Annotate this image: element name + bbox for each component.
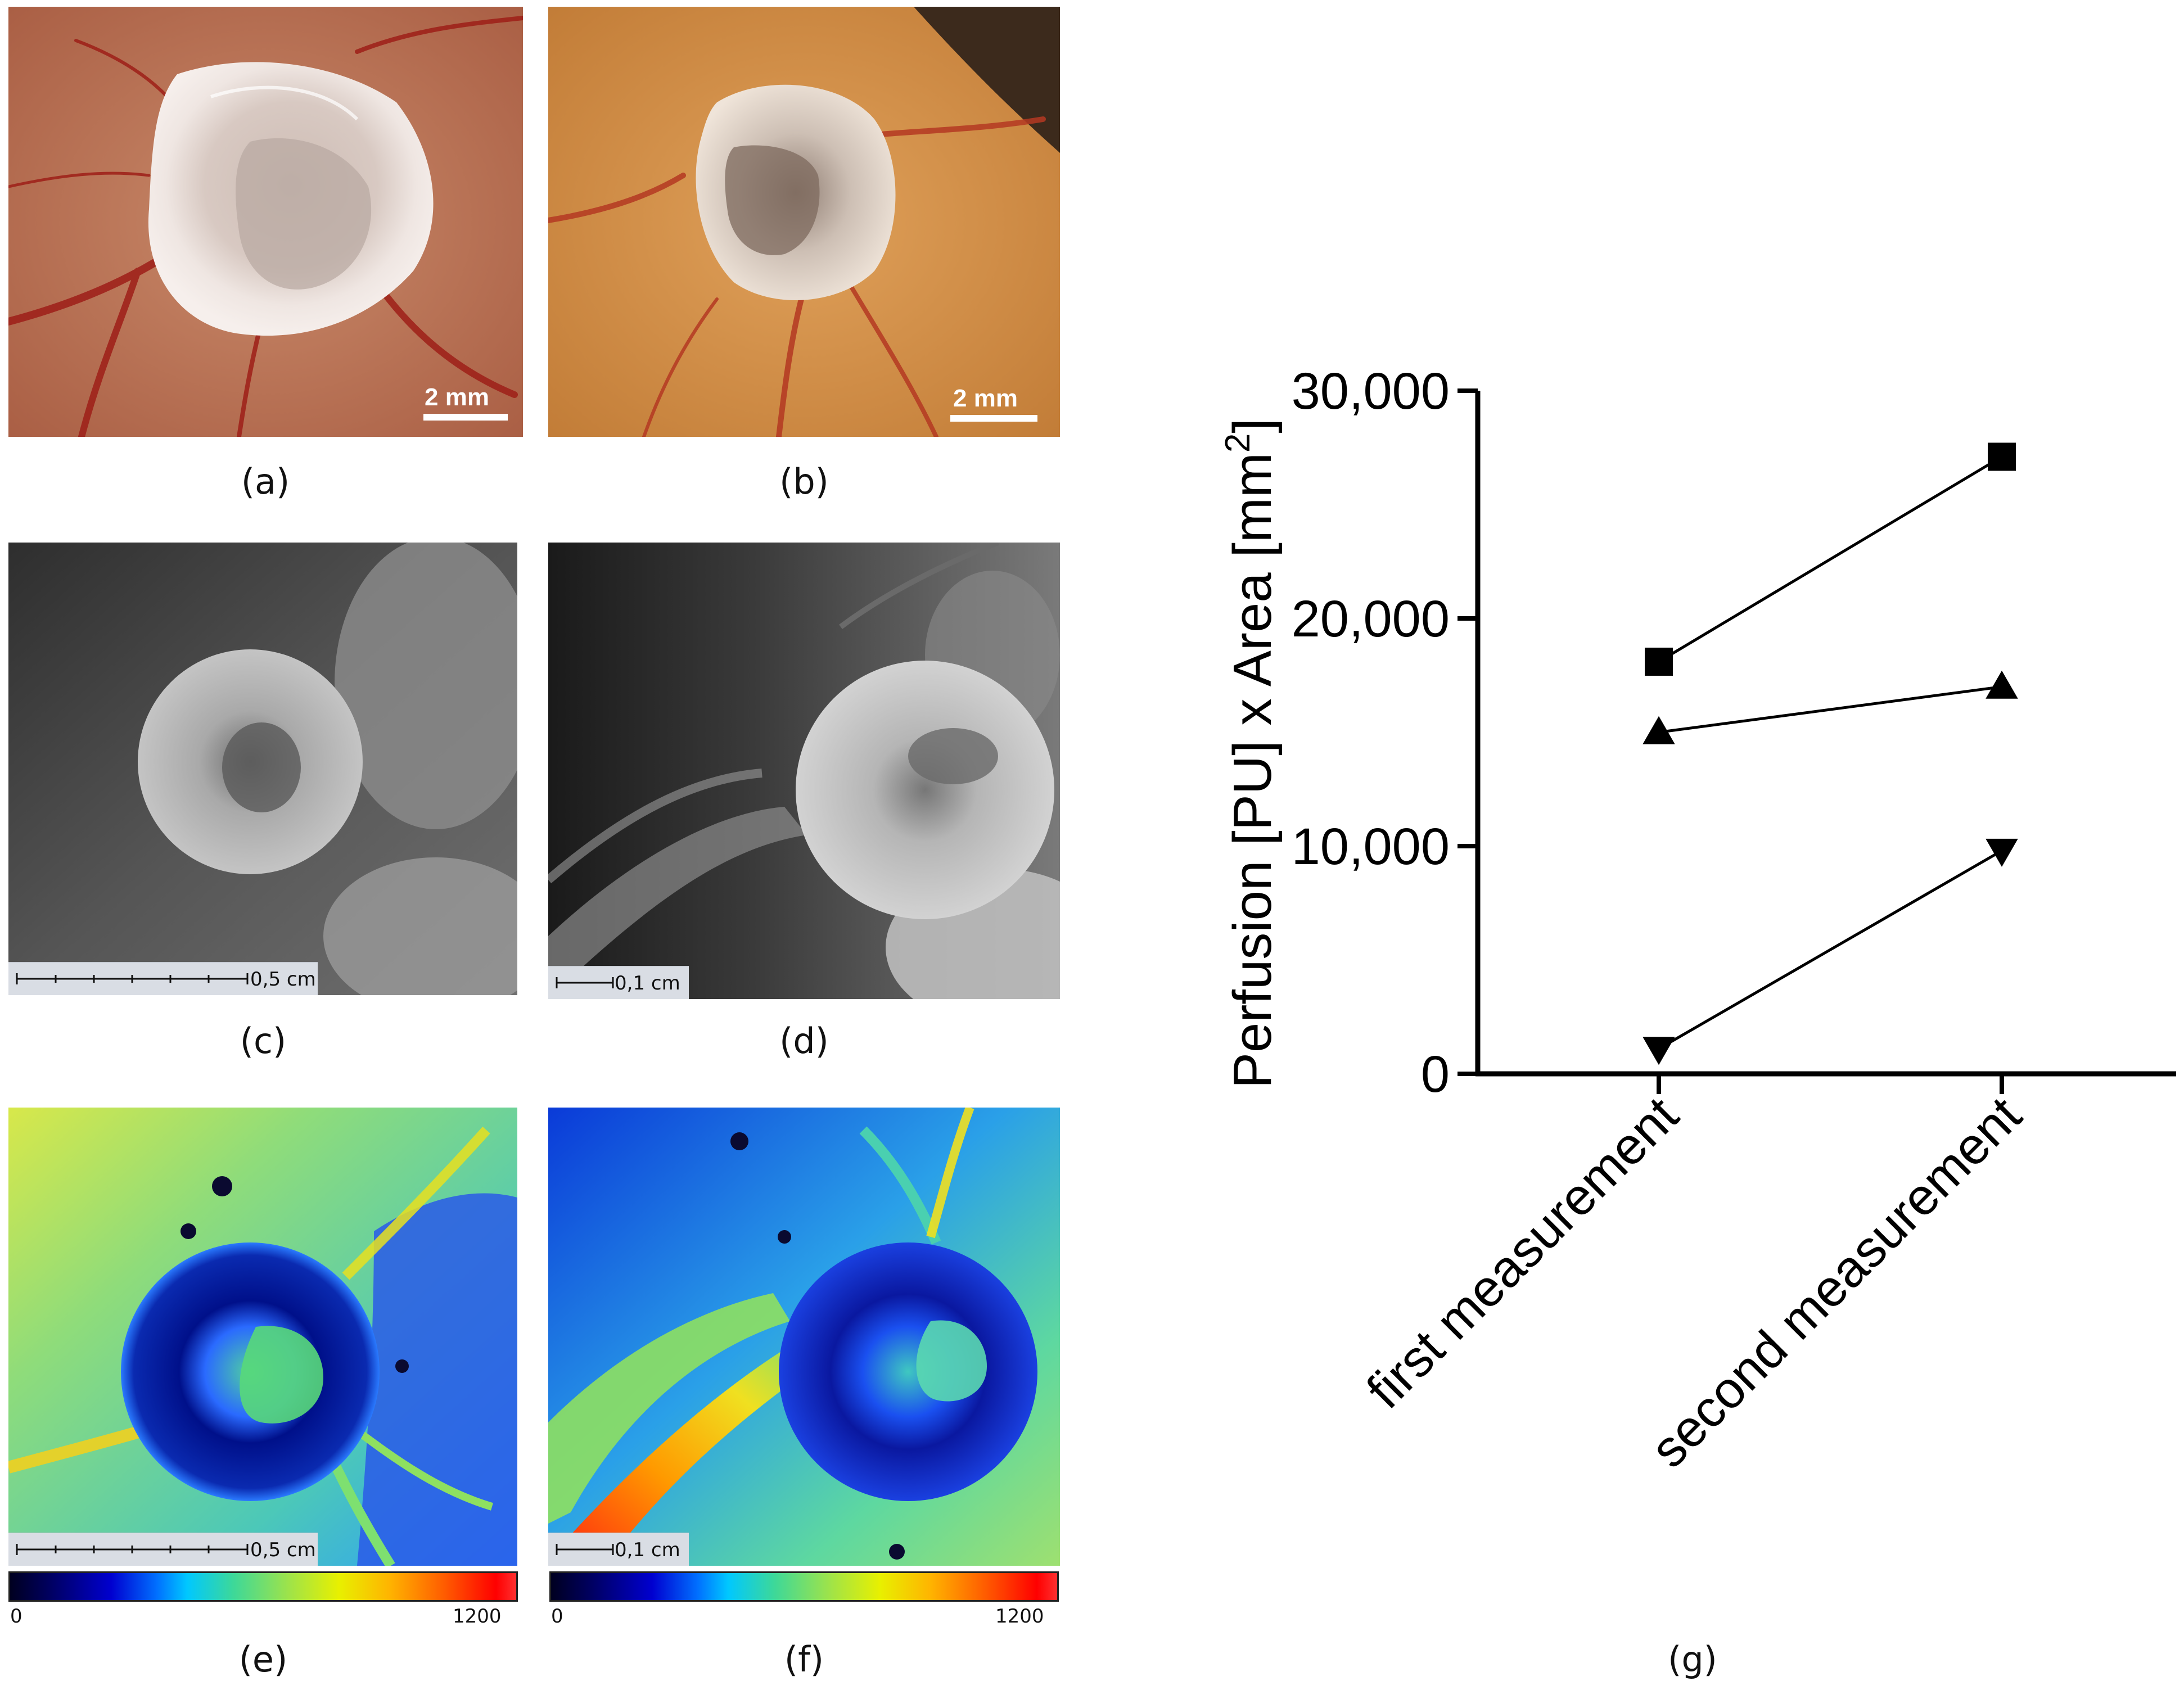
x-tick-label: second measurement bbox=[1640, 1086, 2032, 1479]
scale-label-f: 0,1 cm bbox=[615, 1539, 680, 1561]
grayscale-panel-c: 0,5 cm bbox=[8, 543, 517, 995]
panel-label-d: (d) bbox=[779, 1020, 829, 1061]
svg-text:Perfusion [PU] x Area [mm2]: Perfusion [PU] x Area [mm2] bbox=[1219, 418, 1283, 1088]
scale-box-d: 0,1 cm bbox=[548, 966, 689, 999]
scale-label-b: 2 mm bbox=[953, 385, 1018, 412]
y-tick-label: 30,000 bbox=[1292, 363, 1450, 420]
colorbar-e-min: 0 bbox=[10, 1605, 22, 1628]
scale-box-f: 0,1 cm bbox=[548, 1533, 689, 1566]
scale-box-e: 0,5 cm bbox=[8, 1533, 318, 1566]
photo-panel-a: 2 mm bbox=[8, 7, 523, 437]
colorbar-f bbox=[549, 1571, 1059, 1602]
marker-triangle-up bbox=[1986, 670, 2018, 699]
cam-photo-a bbox=[8, 7, 523, 437]
scale-label-e: 0,5 cm bbox=[250, 1539, 316, 1561]
panel-label-b: (b) bbox=[779, 461, 829, 502]
scale-label-c: 0,5 cm bbox=[250, 968, 316, 991]
y-axis-title: Perfusion [PU] x Area [mm2] bbox=[1219, 418, 1283, 1088]
scale-bar-a-line bbox=[423, 414, 508, 421]
perfusion-map-panel-e: 0,5 cm bbox=[8, 1108, 517, 1566]
perfusion-map-panel-f: 0,1 cm bbox=[548, 1108, 1060, 1566]
scale-label-d: 0,1 cm bbox=[615, 972, 680, 995]
y-axis-title-sup: 2 bbox=[1219, 433, 1257, 453]
scale-ticks-f bbox=[556, 1544, 614, 1555]
marker-square bbox=[1645, 647, 1673, 676]
scale-box-c: 0,5 cm bbox=[8, 962, 318, 995]
marker-triangle-down bbox=[1642, 1037, 1675, 1065]
grayscale-panel-d: 0,1 cm bbox=[548, 543, 1060, 999]
speckle-image-c bbox=[8, 543, 517, 995]
series-line bbox=[1658, 455, 2003, 663]
panel-label-a: (a) bbox=[241, 461, 290, 502]
axes: 0 10,000 20,000 30,000 bbox=[1292, 363, 2176, 1103]
panel-label-g: (g) bbox=[1668, 1639, 1717, 1680]
panel-label-e: (e) bbox=[238, 1639, 288, 1680]
scale-ticks-e bbox=[16, 1544, 249, 1555]
cam-photo-b bbox=[548, 7, 1060, 437]
marker-triangle-up bbox=[1642, 716, 1675, 744]
series-line bbox=[1658, 685, 2002, 734]
scale-label-a: 2 mm bbox=[425, 383, 489, 411]
panel-label-f: (f) bbox=[784, 1639, 824, 1680]
perfusion-image-e bbox=[8, 1108, 517, 1566]
colorbar-f-max: 1200 bbox=[995, 1605, 1044, 1628]
scale-bar-b-line bbox=[950, 415, 1037, 422]
colorbar-f-min: 0 bbox=[551, 1605, 563, 1628]
y-tick-label: 20,000 bbox=[1292, 590, 1450, 648]
marker-square bbox=[1988, 442, 2016, 471]
y-tick-label: 10,000 bbox=[1292, 818, 1450, 875]
y-axis-title-close: ] bbox=[1222, 418, 1283, 433]
photo-panel-b: 2 mm bbox=[548, 7, 1060, 437]
y-axis-title-main: Perfusion [PU] x Area [mm bbox=[1222, 453, 1283, 1088]
scale-ticks-c bbox=[16, 973, 249, 984]
colorbar-e bbox=[8, 1571, 518, 1602]
panel-label-c: (c) bbox=[240, 1020, 287, 1061]
perfusion-chart: Perfusion [PU] x Area [mm2] 0 10,000 20,00… bbox=[1219, 363, 2176, 1479]
series-markers bbox=[1642, 442, 2018, 1065]
speckle-image-d bbox=[548, 543, 1060, 999]
x-tick-label: first measurement bbox=[1356, 1086, 1689, 1420]
scale-ticks-d bbox=[556, 977, 614, 988]
marker-triangle-down bbox=[1986, 838, 2018, 867]
colorbar-e-max: 1200 bbox=[453, 1605, 502, 1628]
perfusion-image-f bbox=[548, 1108, 1060, 1566]
series-lines bbox=[1658, 455, 2003, 1050]
y-tick-label: 0 bbox=[1421, 1046, 1450, 1103]
series-line bbox=[1658, 849, 2003, 1050]
